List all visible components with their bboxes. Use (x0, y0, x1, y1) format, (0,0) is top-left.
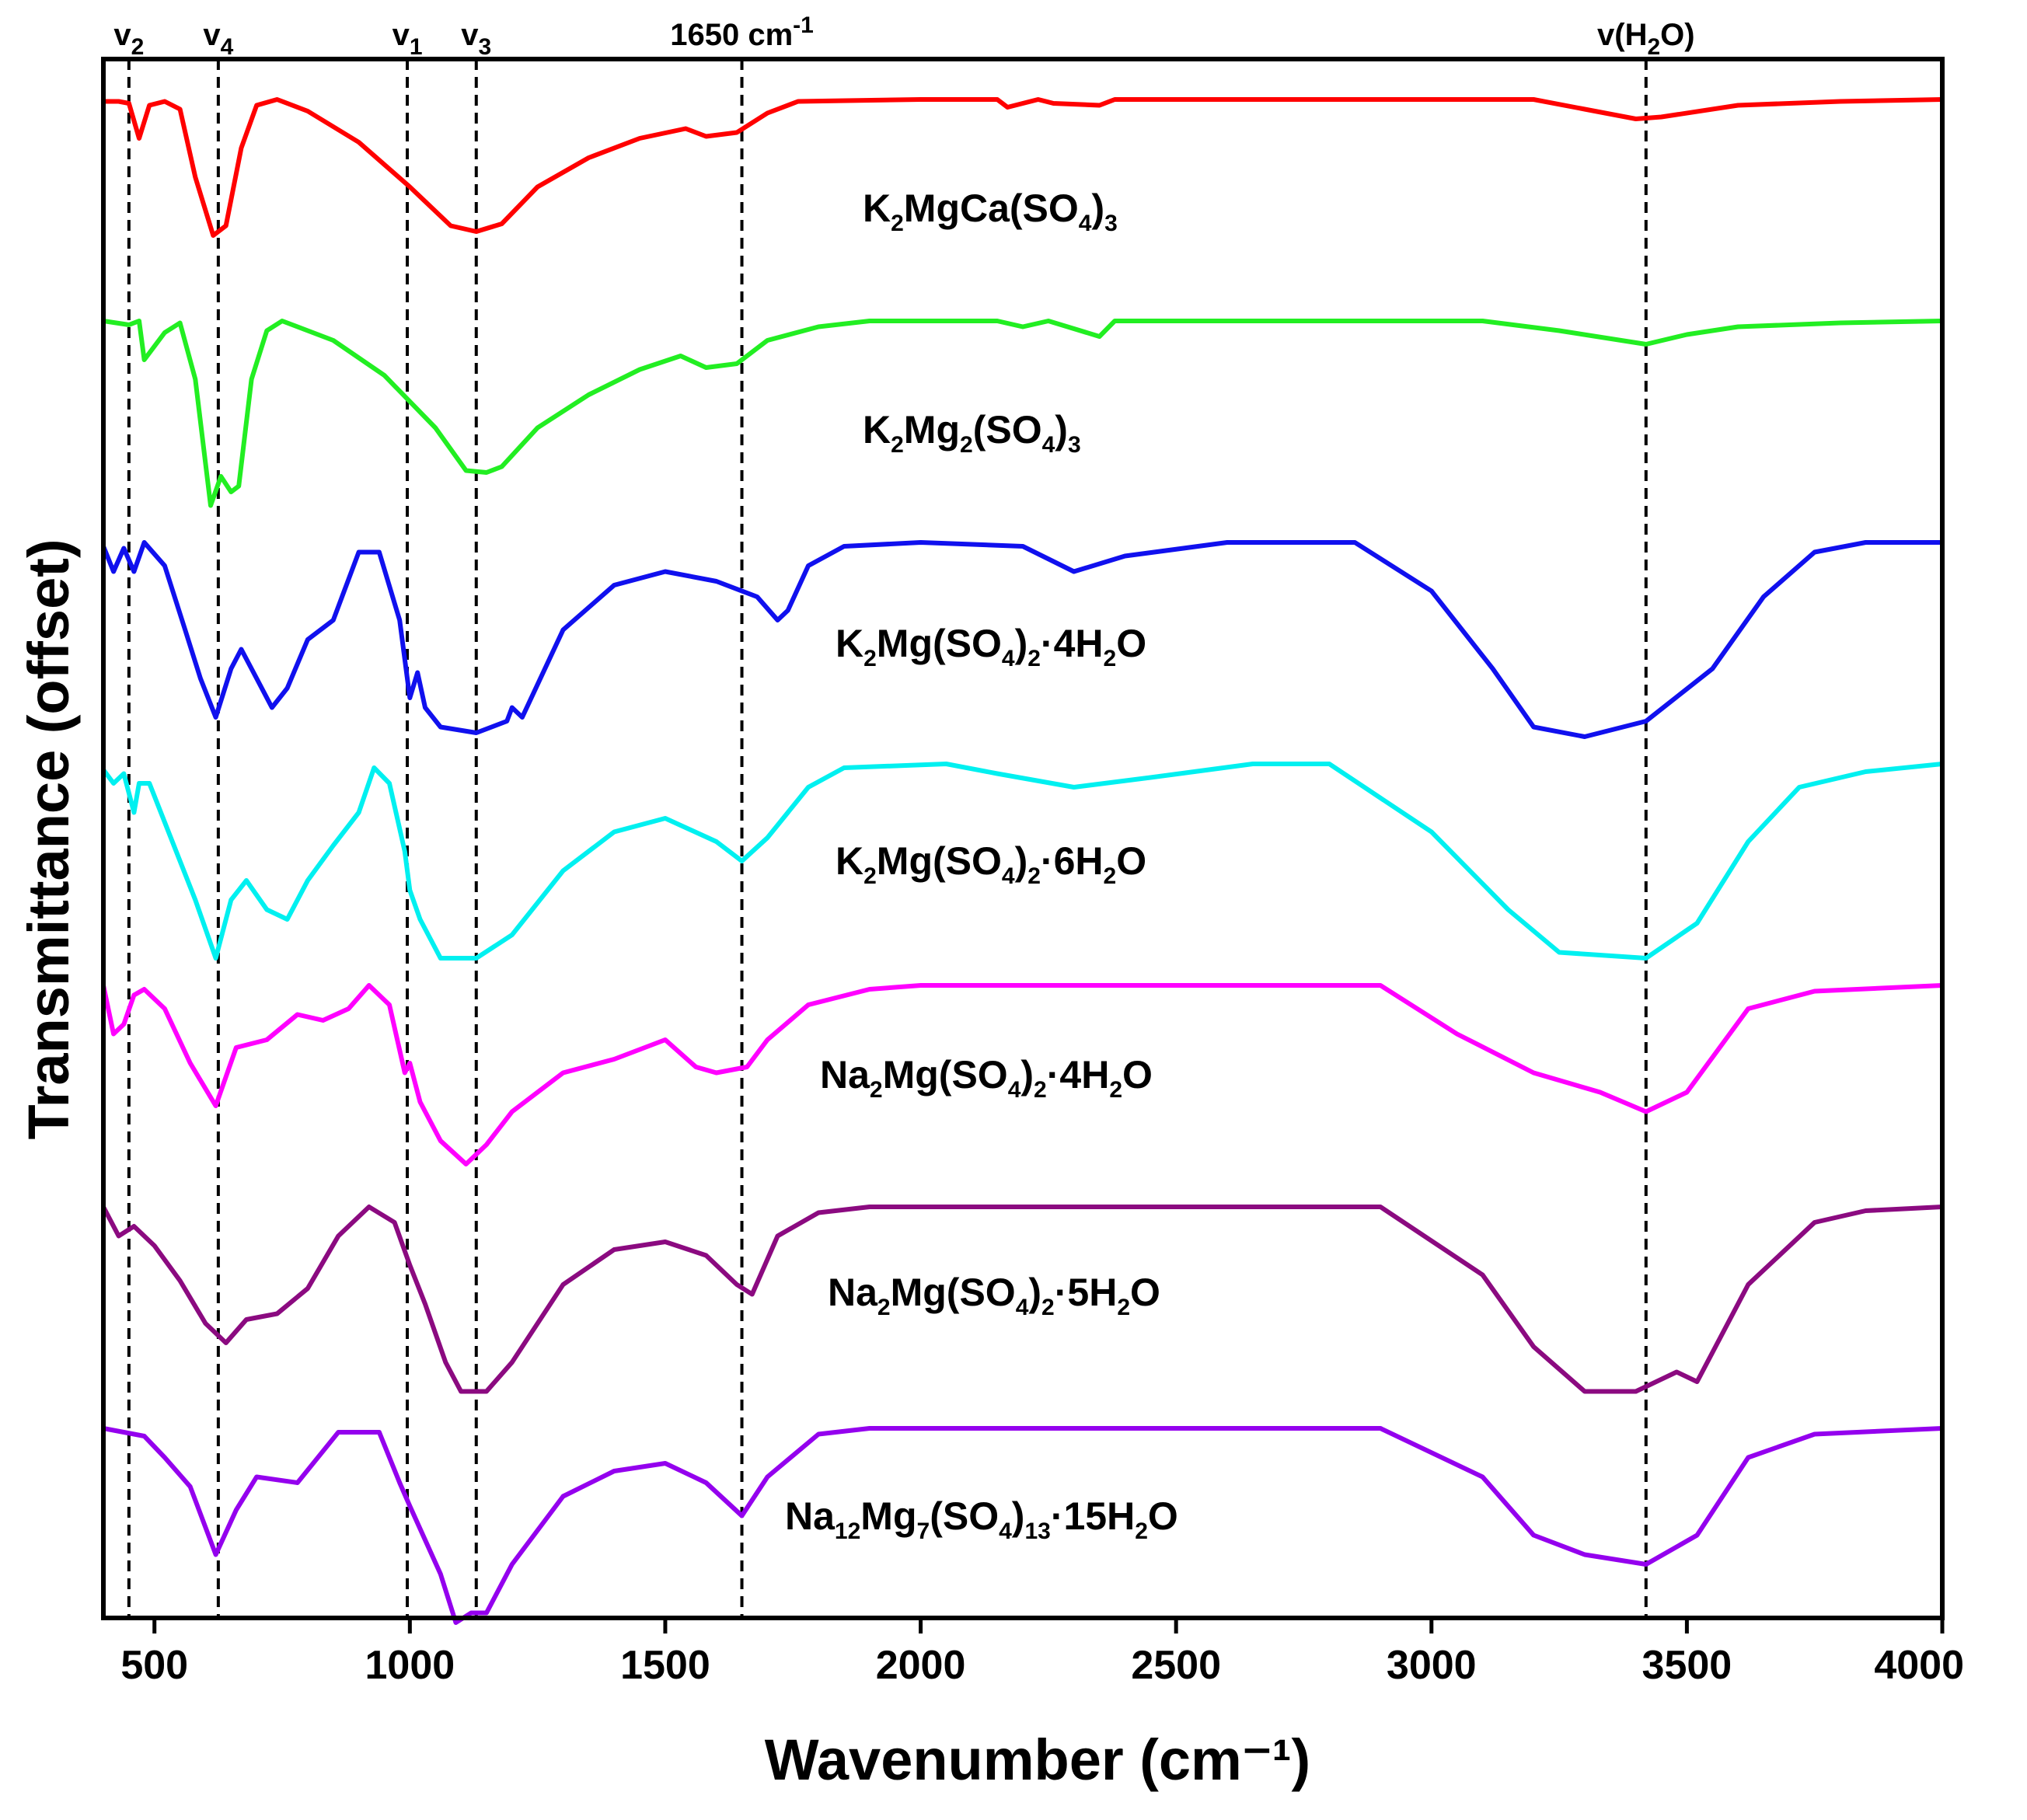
ref-label-v4: v4 (203, 18, 233, 60)
series-line-2 (101, 540, 1942, 739)
series-line-5 (101, 1205, 1943, 1394)
series-line-0 (103, 97, 1943, 238)
ref-label-1650: 1650 cm-1 (670, 12, 814, 52)
x-axis-label: Wavenumber (cm⁻¹) (765, 1728, 1310, 1792)
series-line-1 (103, 319, 1943, 508)
x-tick-label: 3000 (1387, 1643, 1477, 1688)
ref-label-v1: v1 (392, 18, 423, 60)
x-tick-label: 3500 (1642, 1643, 1732, 1688)
x-tick-label: 1500 (620, 1643, 710, 1688)
series-lines (101, 97, 1943, 1625)
ref-label-v2: v2 (113, 18, 144, 60)
series-labels: K2MgCa(SO4)3 K2Mg2(SO4)3 K2Mg(SO4)2·4H2O K2… (785, 187, 1178, 1544)
series-label-0: K2MgCa(SO4)3 (863, 187, 1118, 236)
reference-lines: v2 v4 v1 v3 1650 cm-1 v(H2O) (113, 12, 1695, 1618)
series-line-4 (101, 983, 1943, 1166)
series-label-2: K2Mg(SO4)2·4H2O (836, 622, 1146, 671)
series-label-4: Na2Mg(SO4)2·4H2O (820, 1053, 1153, 1103)
x-tick-label: 1000 (365, 1643, 455, 1688)
series-line-6 (103, 1426, 1943, 1625)
x-axis-ticks: 500 1000 1500 2000 2500 3000 3500 4000 (120, 1618, 1964, 1688)
series-line-3 (101, 762, 1943, 961)
x-tick-label: 4000 (1874, 1643, 1964, 1688)
y-axis-label: Transmittance (offset) (16, 539, 81, 1139)
ref-label-vH2O: v(H2O) (1597, 18, 1695, 60)
series-label-3: K2Mg(SO4)2·6H2O (836, 839, 1146, 889)
plot-frame (101, 57, 1945, 1620)
series-label-6: Na12Mg7(SO4)13·15H2O (785, 1494, 1178, 1544)
series-label-5: Na2Mg(SO4)2·5H2O (828, 1271, 1160, 1320)
x-tick-label: 2000 (876, 1643, 966, 1688)
series-label-1: K2Mg2(SO4)3 (863, 408, 1081, 458)
ref-label-v3: v3 (461, 18, 491, 60)
x-tick-label: 2500 (1131, 1643, 1221, 1688)
x-tick-label: 500 (120, 1643, 188, 1688)
